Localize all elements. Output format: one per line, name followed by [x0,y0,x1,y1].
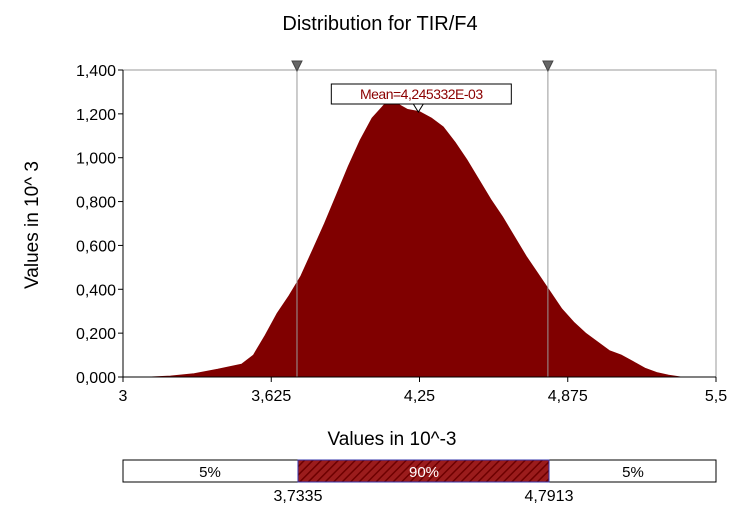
x-tick-label: 3,625 [251,388,291,405]
y-tick-label: 0,600 [76,238,116,255]
y-tick-label: 0,200 [76,326,116,343]
x-tick-label: 5,5 [705,388,727,405]
percentile-band: 5% 90% 5% 3,7335 4,7913 [122,459,717,505]
band-middle-percent: 90% [409,464,439,481]
distribution-area [151,102,681,378]
plot-area: Mean=4,245332E-03 0,000 0,200 0,400 0,600 0,8… [76,60,727,405]
band-right-percent: 5% [622,464,644,481]
mean-marker [412,103,425,113]
y-tick-label: 1,200 [76,107,116,124]
band-right-value: 4,7913 [525,488,574,505]
x-tick-label: 4,25 [404,388,435,405]
percentile-marker-1 [291,60,303,73]
y-tick-label: 1,000 [76,151,116,168]
band-left-value: 3,7335 [274,488,323,505]
x-tick-label: 4,875 [548,388,588,405]
band-left-percent: 5% [199,464,221,481]
mean-label: Mean=4,245332E-03 [360,86,483,102]
y-tick-label: 0,400 [76,282,116,299]
y-tick-label: 1,400 [76,63,116,80]
chart-title: Distribution for TIR/F4 [282,13,477,35]
band-middle-segment [297,459,550,483]
y-axis-label: Values in 10^ 3 [22,161,43,289]
percentile-marker-2 [542,60,554,73]
y-tick-label: 0,800 [76,195,116,212]
x-tick-label: 3 [119,388,128,405]
x-axis-label: Values in 10^-3 [328,429,457,450]
y-tick-label: 0,000 [76,370,116,387]
